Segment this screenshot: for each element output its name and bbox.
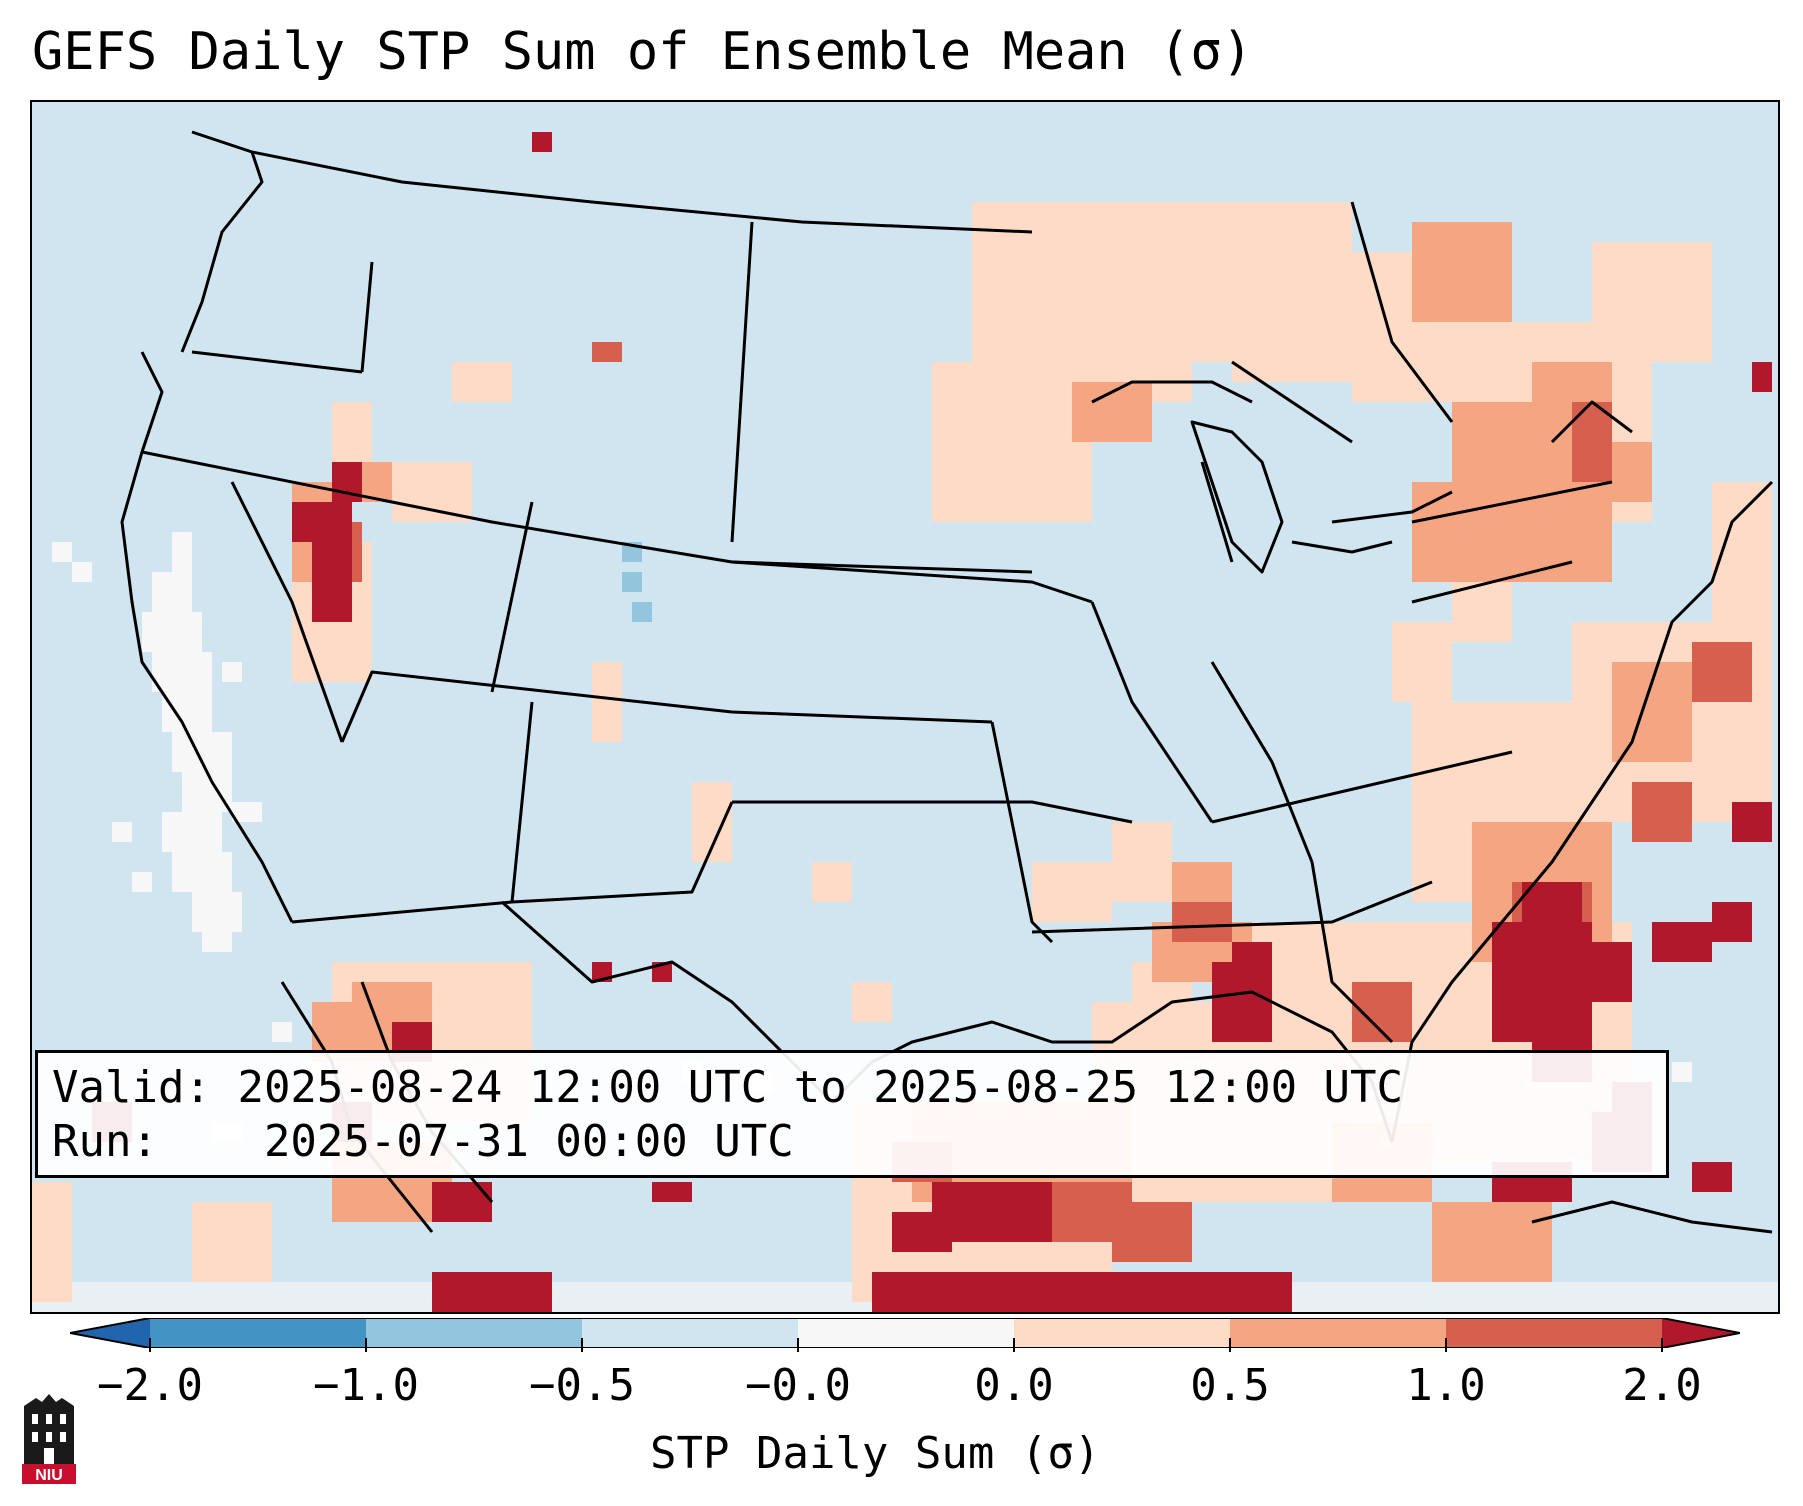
pacific-neutral-region (32, 532, 1778, 1312)
niu-logo: NIU (22, 1394, 76, 1484)
tick-mark-3 (581, 1338, 583, 1352)
tick-label-3: −0.5 (529, 1360, 635, 1411)
run-label: Run: (52, 1116, 158, 1167)
colorbar-segment-7 (1446, 1318, 1662, 1348)
tick-mark-6 (1229, 1338, 1231, 1352)
colorbar-under-extension (70, 1318, 150, 1348)
colorbar-segment-1 (150, 1318, 366, 1348)
state-borders (120, 130, 1633, 1044)
tick-label-7: 1.0 (1406, 1360, 1486, 1411)
tick-mark-1 (149, 1338, 151, 1352)
map-title: GEFS Daily STP Sum of Ensemble Mean (σ) (32, 22, 1253, 82)
colorbar-segment-2 (366, 1318, 582, 1348)
colorbar (70, 1318, 1740, 1348)
tick-label-8: 2.0 (1622, 1360, 1702, 1411)
niu-logo-text: NIU (35, 1467, 63, 1484)
colorbar-label: STP Daily Sum (σ) (650, 1428, 1101, 1479)
tick-label-4: −0.0 (745, 1360, 851, 1411)
tick-label-6: 0.5 (1190, 1360, 1270, 1411)
colorbar-over-extension (1662, 1318, 1740, 1348)
tick-mark-2 (365, 1338, 367, 1352)
colorbar-segment-3 (582, 1318, 798, 1348)
tick-label-5: 0.0 (974, 1360, 1054, 1411)
colorbar-segment-5 (1014, 1318, 1230, 1348)
valid-value: 2025-08-24 12:00 UTC to 2025-08-25 12:00… (237, 1062, 1404, 1113)
colorbar-segment-6 (1230, 1318, 1446, 1348)
valid-label: Valid: (52, 1062, 211, 1113)
tick-label-2: −1.0 (313, 1360, 419, 1411)
tick-label-1: −2.0 (97, 1360, 203, 1411)
colorbar-segment-4 (798, 1318, 1014, 1348)
valid-time-box: Valid: 2025-08-24 12:00 UTC to 2025-08-2… (35, 1050, 1669, 1178)
run-value: 2025-07-31 00:00 UTC (263, 1116, 794, 1167)
tick-mark-8 (1661, 1338, 1663, 1352)
tick-mark-7 (1445, 1338, 1447, 1352)
tick-mark-5 (1013, 1338, 1015, 1352)
tick-mark-4 (797, 1338, 799, 1352)
